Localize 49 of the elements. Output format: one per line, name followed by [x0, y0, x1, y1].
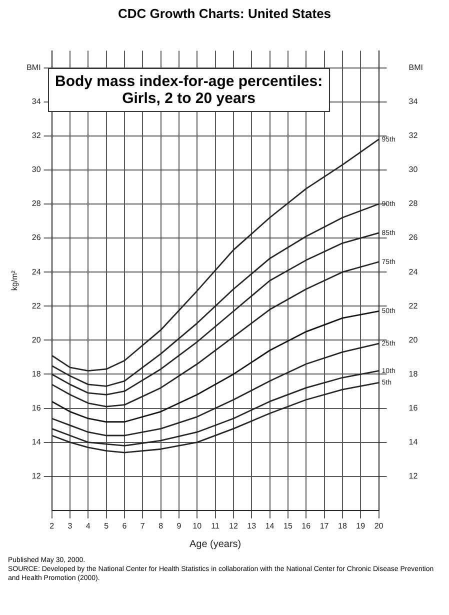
y-tick-label: 24 [32, 267, 42, 276]
chart-title: CDC Growth Charts: United States [116, 6, 332, 23]
x-axis-title: Age (years) [189, 538, 242, 550]
x-tick-label: 11 [211, 521, 220, 530]
y-tick-label: 22 [32, 301, 42, 310]
x-tick-label: 13 [247, 521, 257, 530]
y2-tick-label: 20 [408, 335, 418, 344]
x-tick-label: 9 [176, 521, 182, 530]
y-tick-label: 20 [32, 335, 42, 344]
x-tick-label: 14 [265, 521, 275, 530]
y-tick-label: 28 [32, 199, 42, 208]
y2-tick-label: BMI [408, 63, 424, 72]
y2-tick-label: 24 [408, 267, 418, 276]
y-axis-title: kg/m² [10, 270, 20, 291]
y-tick-label: 14 [32, 438, 42, 447]
y-tick-label: BMI [26, 63, 41, 72]
text: Body mass index-for-age percentiles: Girls, 2 to 20 years [48, 68, 330, 112]
y-tick-label: 18 [32, 369, 42, 378]
x-tick-label: 20 [374, 521, 384, 530]
y2-tick-label: 30 [408, 165, 418, 174]
y2-tick-label: 14 [408, 438, 418, 447]
x-tick-label: 17 [320, 521, 330, 530]
x-tick-label: 2 [50, 521, 55, 530]
x-tick-label: 8 [158, 521, 164, 530]
x-tick-label: 3 [68, 521, 73, 530]
x-tick-label: 19 [356, 521, 366, 530]
y2-tick-label: 34 [408, 97, 418, 106]
y-tick-label: 30 [32, 165, 42, 174]
x-tick-label: 18 [338, 521, 348, 530]
y-tick-label: 26 [32, 233, 42, 242]
x-tick-label: 12 [229, 521, 238, 530]
y2-tick-label: 16 [408, 403, 418, 412]
x-tick-label: 10 [192, 521, 202, 530]
y-tick-label: 16 [32, 403, 42, 412]
x-tick-label: 6 [122, 521, 128, 530]
y2-tick-label: 18 [408, 369, 418, 378]
y2-tick-label: 26 [408, 233, 418, 242]
x-tick-label: 15 [284, 521, 293, 530]
x-tick-label: 16 [302, 521, 312, 530]
y2-tick-label: 32 [408, 131, 418, 140]
x-tick-label: 7 [140, 521, 146, 530]
y-tick-label: 34 [32, 97, 42, 106]
y2-tick-label: 12 [408, 472, 418, 481]
x-tick-label: 4 [86, 521, 91, 530]
y-tick-label: 32 [32, 131, 42, 140]
x-tick-label: 5 [104, 521, 110, 530]
y2-tick-label: 22 [408, 301, 418, 310]
y2-tick-label: 28 [408, 199, 418, 208]
y-tick-label: 12 [32, 472, 42, 481]
